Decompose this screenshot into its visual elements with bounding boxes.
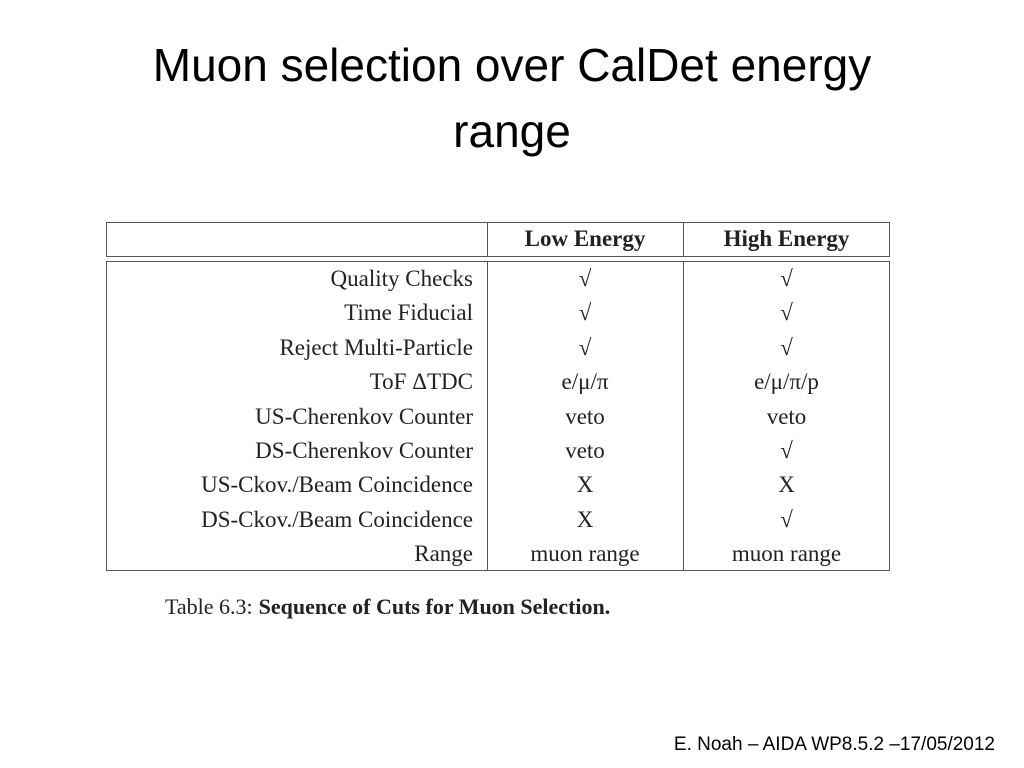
table-caption: Table 6.3: Sequence of Cuts for Muon Sele… [165, 594, 610, 620]
table-cell: veto [565, 403, 605, 429]
body-border [106, 261, 890, 571]
table-cell: veto [565, 438, 605, 463]
row-label: Time Fiducial [344, 300, 473, 326]
caption-text: Sequence of Cuts for Muon Selection. [258, 594, 611, 619]
header-border [106, 222, 890, 257]
column-header: Low Energy [524, 226, 646, 251]
row-label: DS-Ckov./Beam Coincidence [201, 506, 473, 532]
table-cell: √ [578, 300, 592, 326]
column-header: High Energy [723, 226, 850, 251]
table-cell: √ [780, 300, 793, 326]
table-cell: √ [780, 266, 793, 291]
table-cell: veto [766, 403, 807, 429]
table-cell: X [576, 506, 594, 532]
row-label: DS-Cherenkov Counter [255, 438, 473, 463]
table-cell: X [778, 472, 795, 498]
table-cell: X [576, 472, 594, 498]
table-cell: √ [780, 506, 793, 532]
cuts-table: Low Energy High Energy Quality Checks √ √ Tim… [106, 222, 890, 571]
row-label: US-Ckov./Beam Coincidence [201, 472, 473, 498]
table-cell: √ [578, 334, 592, 360]
column-divider [683, 222, 684, 257]
row-label: Quality Checks [330, 266, 473, 291]
row-label: US-Cherenkov Counter [255, 403, 473, 429]
table-cell: e/μ/π [561, 369, 609, 395]
table-cell: √ [578, 266, 592, 291]
column-divider [487, 261, 488, 571]
row-label: Range [414, 541, 473, 567]
table-cell: e/μ/π/p [754, 369, 819, 395]
table-cell: √ [780, 334, 793, 360]
footer: E. Noah – AIDA WP8.5.2 –17/05/2012 [673, 734, 995, 755]
caption-label: Table 6.3: [165, 594, 253, 619]
table-cell: muon range [731, 541, 842, 567]
row-label: ToF ΔTDC [369, 369, 473, 395]
table-cell: muon range [530, 541, 640, 567]
slide-title: Muon selection over CalDet energy range [152, 39, 872, 157]
row-label: Reject Multi-Particle [279, 334, 473, 360]
column-divider [487, 222, 488, 257]
column-divider [683, 261, 684, 571]
table-cell: √ [780, 438, 793, 463]
